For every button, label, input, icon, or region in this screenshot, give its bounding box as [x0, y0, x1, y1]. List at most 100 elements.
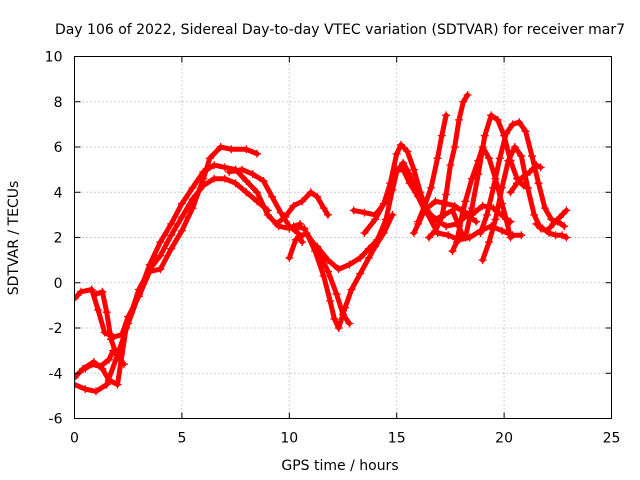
data-point: [467, 174, 476, 183]
y-tick-label: 4: [54, 185, 63, 201]
data-point: [502, 215, 511, 224]
data-point: [420, 206, 429, 215]
data-point: [113, 353, 122, 362]
data-point: [177, 226, 186, 235]
data-point: [487, 111, 496, 120]
data-point: [478, 256, 487, 265]
data-point: [298, 238, 307, 247]
data-point: [457, 215, 466, 224]
data-point: [326, 296, 335, 305]
data-point: [399, 158, 408, 167]
data-point: [263, 206, 272, 215]
y-tick-label: 2: [54, 231, 63, 247]
data-point: [461, 197, 470, 206]
data-point: [381, 215, 390, 224]
data-point: [341, 303, 350, 312]
data-point: [442, 222, 451, 231]
data-point: [364, 244, 373, 253]
data-point: [345, 319, 354, 328]
data-point: [373, 235, 382, 244]
data-point: [459, 97, 468, 106]
data-point: [521, 127, 530, 136]
y-tick-label: 8: [54, 95, 63, 111]
y-tick-label: 6: [54, 140, 63, 156]
data-point: [437, 131, 446, 140]
data-point: [392, 149, 401, 158]
data-point: [379, 199, 388, 208]
data-point: [285, 253, 294, 262]
data-point: [409, 228, 418, 237]
x-tick-label: 5: [177, 431, 186, 447]
data-point: [323, 267, 332, 276]
data-point: [461, 233, 470, 242]
data-point: [454, 115, 463, 124]
data-point: [497, 183, 506, 192]
data-point: [478, 201, 487, 210]
data-point: [403, 147, 412, 156]
x-tick-label: 10: [280, 431, 298, 447]
data-point: [560, 222, 569, 231]
data-point: [225, 167, 234, 176]
data-point: [74, 380, 79, 389]
data-point: [515, 118, 524, 127]
data-point: [107, 335, 116, 344]
data-point: [156, 251, 165, 260]
data-point: [431, 197, 440, 206]
data-point: [345, 260, 354, 269]
data-point: [74, 294, 79, 303]
data-point: [94, 305, 103, 314]
data-point: [298, 197, 307, 206]
data-point: [199, 167, 208, 176]
data-point: [530, 210, 539, 219]
y-axis-label: SDTVAR / TECUs: [6, 181, 22, 296]
data-point: [205, 154, 214, 163]
data-point: [491, 215, 500, 224]
data-point: [508, 120, 517, 129]
data-point: [87, 360, 96, 369]
data-point: [545, 228, 554, 237]
data-point: [96, 362, 105, 371]
data-point: [360, 208, 369, 217]
data-point: [242, 145, 251, 154]
data-point: [156, 265, 165, 274]
data-point: [517, 231, 526, 240]
data-point: [119, 360, 128, 369]
series-sat-g: [272, 188, 332, 228]
data-point: [562, 206, 571, 215]
data-layer: [74, 90, 571, 396]
data-point: [313, 242, 322, 251]
data-point: [216, 143, 225, 151]
data-point: [323, 256, 332, 265]
data-point: [547, 215, 556, 224]
series-track: [74, 144, 260, 340]
data-point: [122, 324, 131, 332]
data-point: [188, 183, 197, 192]
data-point: [450, 143, 459, 151]
data-point: [104, 376, 113, 385]
data-point: [87, 285, 96, 294]
data-point: [409, 165, 418, 174]
data-point: [405, 179, 414, 188]
data-point: [396, 140, 405, 149]
data-point: [538, 224, 547, 233]
data-point: [167, 219, 176, 228]
x-tick-label: 0: [70, 431, 79, 447]
data-point: [534, 179, 543, 188]
data-point: [167, 244, 176, 253]
data-point: [525, 167, 534, 176]
data-point: [98, 287, 107, 296]
y-tick-label: 0: [54, 276, 63, 292]
data-point: [476, 228, 485, 237]
data-point: [558, 231, 567, 240]
data-point: [388, 210, 397, 219]
data-point: [242, 176, 251, 185]
data-point: [562, 233, 571, 242]
data-point: [493, 115, 502, 124]
data-point: [485, 238, 494, 247]
data-point: [504, 156, 513, 165]
data-point: [330, 314, 339, 323]
data-point: [102, 380, 111, 389]
series-sat-o: [424, 90, 472, 242]
data-point: [427, 183, 436, 192]
